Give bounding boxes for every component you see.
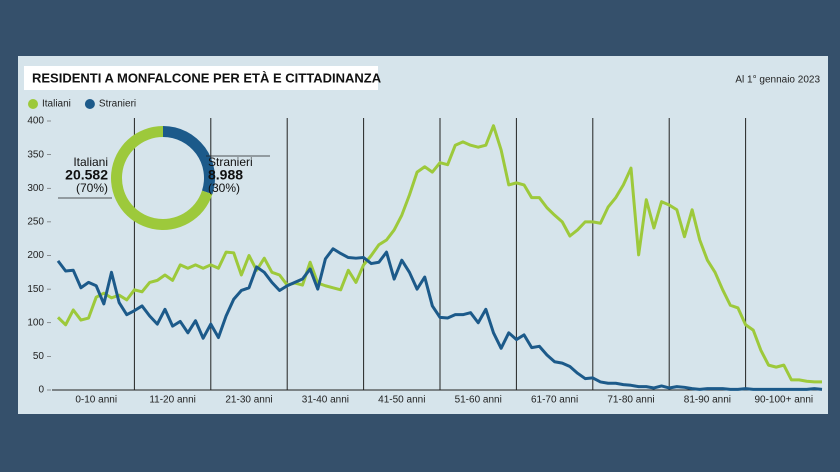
x-tick-label: 41-50 anni bbox=[378, 395, 425, 406]
x-tick-label: 71-80 anni bbox=[607, 395, 654, 406]
x-tick-label: 61-70 anni bbox=[531, 395, 578, 406]
x-tick-label: 81-90 anni bbox=[684, 395, 731, 406]
y-tick-label: 300 bbox=[27, 183, 44, 194]
x-tick-label: 0-10 anni bbox=[75, 395, 117, 406]
donut-count: 20.582 bbox=[65, 167, 108, 183]
donut-count: 8.988 bbox=[208, 167, 243, 183]
donut-percent: (30%) bbox=[208, 181, 240, 195]
y-tick-label: 50 bbox=[33, 351, 45, 362]
x-tick-label: 21-30 anni bbox=[225, 395, 272, 406]
y-tick-label: 250 bbox=[27, 217, 44, 228]
y-tick-label: 200 bbox=[27, 250, 44, 261]
legend-label: Italiani bbox=[42, 99, 71, 110]
donut-percent: (70%) bbox=[76, 181, 108, 195]
series-line bbox=[56, 124, 822, 384]
x-tick-label: 51-60 anni bbox=[455, 395, 502, 406]
panel bbox=[18, 56, 828, 414]
legend-swatch bbox=[28, 99, 38, 109]
y-tick-label: 150 bbox=[27, 284, 44, 295]
y-tick-label: 400 bbox=[27, 116, 44, 127]
donut-label: Italiani bbox=[73, 155, 108, 169]
x-tick-label: 31-40 anni bbox=[302, 395, 349, 406]
legend-label: Stranieri bbox=[99, 99, 136, 110]
chart-subtitle: Al 1° gennaio 2023 bbox=[735, 75, 820, 86]
x-tick-label: 90-100+ anni bbox=[754, 395, 813, 406]
y-tick-label: 350 bbox=[27, 149, 44, 160]
x-tick-label: 11-20 anni bbox=[149, 395, 196, 406]
chart-title: RESIDENTI A MONFALCONE PER ETÀ E CITTADI… bbox=[32, 70, 382, 85]
legend-swatch bbox=[84, 99, 95, 109]
donut-segment bbox=[163, 126, 215, 195]
series-line bbox=[56, 247, 823, 391]
donut-label: Stranieri bbox=[208, 155, 253, 169]
title-box bbox=[24, 66, 378, 90]
y-tick-label: 100 bbox=[27, 317, 44, 328]
y-tick-label: 0 bbox=[38, 385, 44, 396]
